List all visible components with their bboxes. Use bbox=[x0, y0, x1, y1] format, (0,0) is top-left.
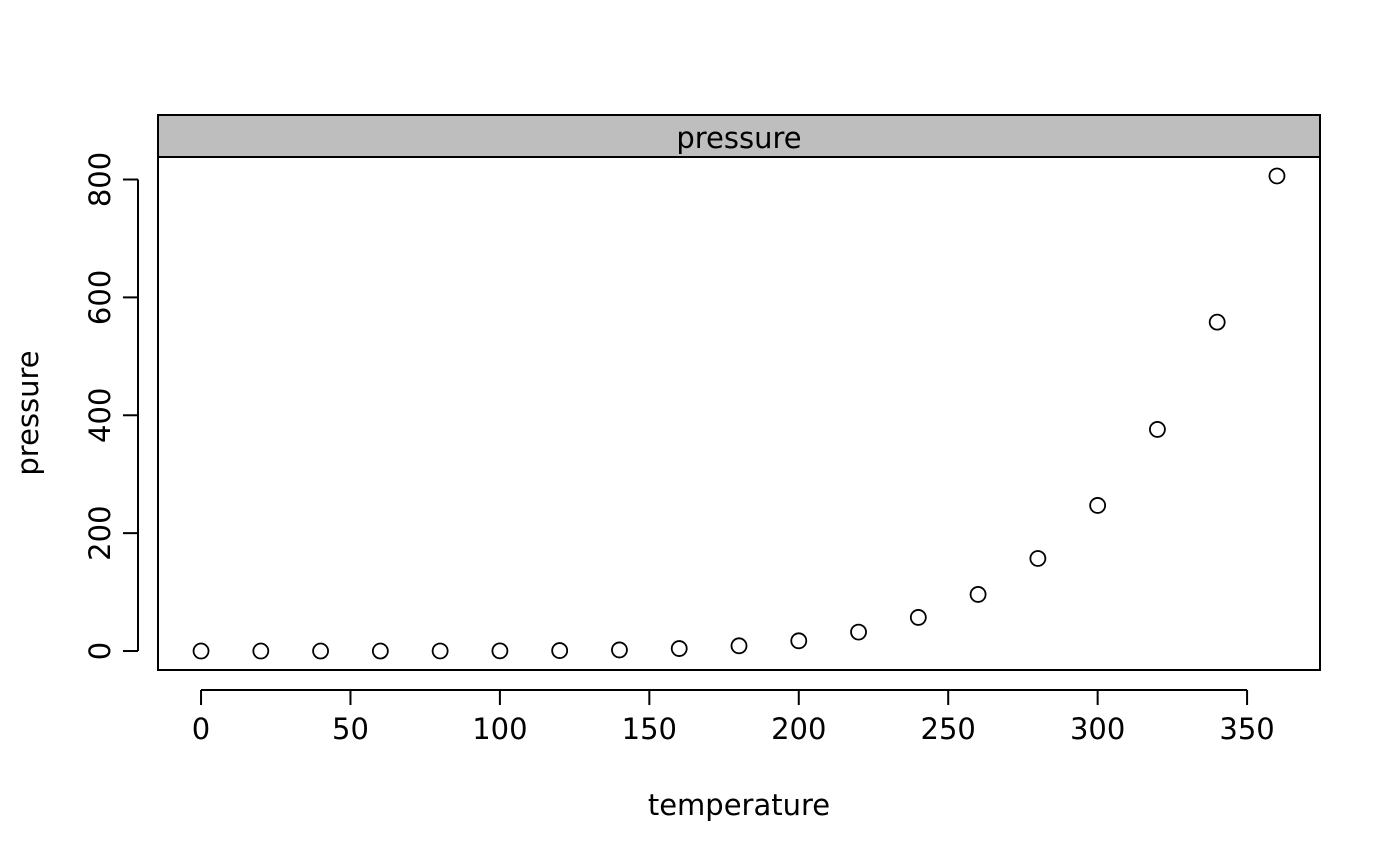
data-point bbox=[252, 642, 270, 660]
data-point bbox=[1029, 550, 1047, 567]
x-axis: 0 50 100 150 200 250 300 350 bbox=[192, 689, 1275, 746]
data-point bbox=[192, 642, 210, 660]
data-point bbox=[790, 632, 808, 650]
y-tick-label: 800 bbox=[83, 152, 117, 207]
data-point bbox=[1268, 167, 1286, 185]
x-tick-label: 350 bbox=[1219, 712, 1274, 746]
data-point bbox=[431, 642, 449, 660]
x-tick-label: 50 bbox=[332, 712, 369, 746]
data-point bbox=[312, 642, 329, 660]
y-axis-title: pressure bbox=[11, 350, 45, 475]
y-tick-label: 200 bbox=[83, 505, 117, 560]
data-point bbox=[491, 642, 509, 660]
y-tick-label: 600 bbox=[83, 270, 117, 325]
data-point bbox=[730, 637, 748, 655]
x-tick-label: 0 bbox=[192, 712, 210, 746]
panel-title: pressure bbox=[676, 121, 801, 155]
x-tick-label: 100 bbox=[472, 712, 527, 746]
x-tick-label: 150 bbox=[622, 712, 677, 746]
data-point bbox=[850, 623, 867, 641]
data-points bbox=[192, 167, 1286, 660]
plot-area bbox=[157, 156, 1321, 671]
x-tick-label: 200 bbox=[771, 712, 826, 746]
y-tick-label: 400 bbox=[83, 388, 117, 443]
data-point bbox=[969, 586, 987, 603]
data-point bbox=[1089, 497, 1107, 514]
data-point bbox=[371, 642, 389, 660]
data-point bbox=[611, 641, 628, 659]
y-tick-label: 0 bbox=[83, 642, 117, 660]
y-axis: 0 200 400 600 800 bbox=[83, 152, 139, 660]
data-point bbox=[1149, 421, 1166, 438]
data-point bbox=[670, 640, 688, 657]
x-tick-label: 250 bbox=[921, 712, 976, 746]
x-axis-title: temperature bbox=[648, 788, 830, 822]
data-point bbox=[1208, 313, 1226, 331]
x-tick-label: 300 bbox=[1070, 712, 1125, 746]
data-point bbox=[909, 609, 927, 626]
data-point bbox=[551, 642, 569, 659]
panel-strip bbox=[157, 114, 1321, 158]
